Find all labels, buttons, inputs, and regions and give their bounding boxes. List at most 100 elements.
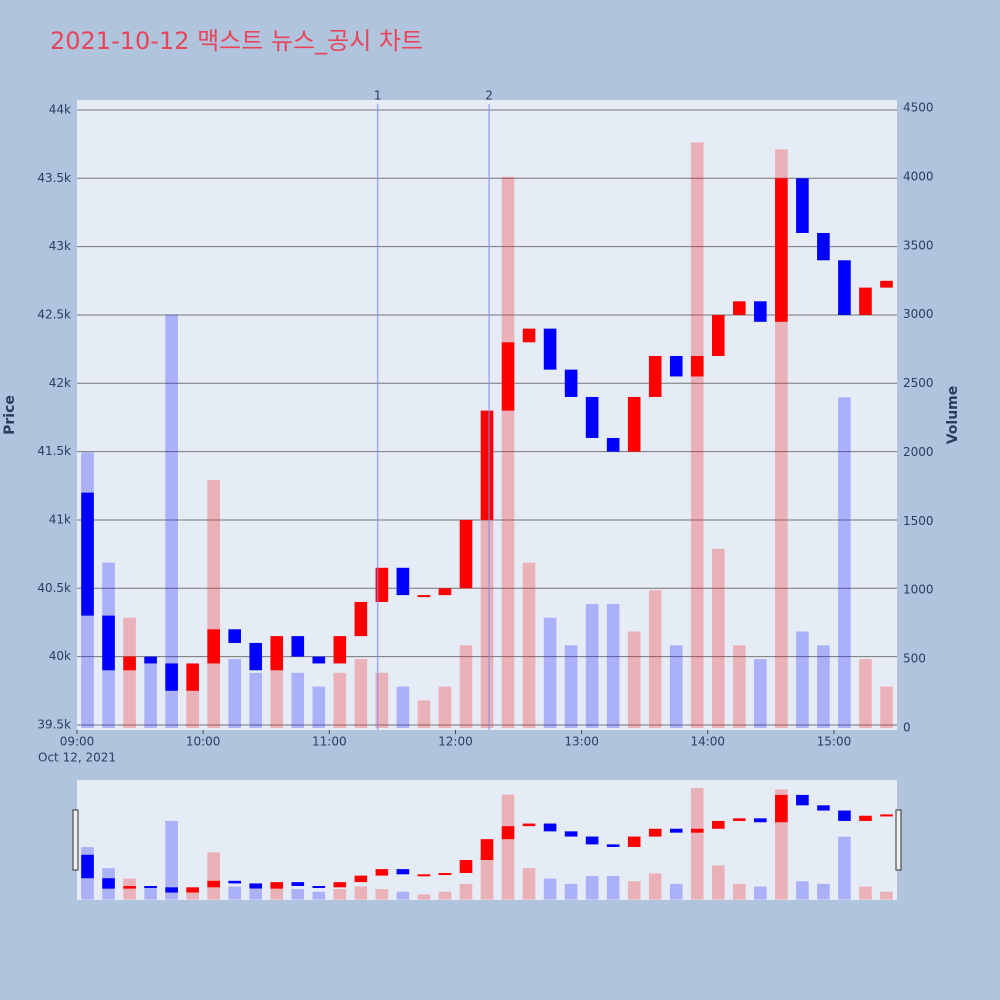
- volume-bar: [438, 686, 452, 728]
- slider-candle: [207, 880, 220, 888]
- y-tick-label: 40k: [49, 649, 71, 663]
- candle-body: [102, 615, 115, 671]
- slider-volume-bar: [754, 886, 767, 900]
- candle-body: [775, 178, 788, 322]
- candle-body: [480, 410, 494, 520]
- volume-bar: [396, 686, 410, 728]
- slider-volume-bar: [333, 889, 347, 900]
- volume-bar: [417, 700, 431, 728]
- slider-candle: [838, 810, 851, 821]
- slider-candle: [249, 883, 263, 889]
- slider-candle: [165, 887, 178, 893]
- y2-tick-label: 1500: [903, 514, 934, 528]
- slider-volume-bar: [249, 889, 263, 900]
- candle-body: [838, 260, 851, 315]
- slider-candle: [585, 836, 599, 845]
- x-date-label: Oct 12, 2021: [38, 751, 116, 765]
- slider-handle[interactable]: [72, 809, 79, 871]
- candle-body: [606, 437, 620, 452]
- volume-bar: [690, 142, 704, 728]
- x-tick-label: 13:00: [564, 735, 599, 749]
- slider-handle[interactable]: [895, 809, 902, 871]
- y-tick-label: 42k: [49, 376, 71, 390]
- volume-bar: [165, 314, 178, 728]
- annotation-label: 2: [485, 89, 493, 103]
- slider-volume-bar: [859, 886, 872, 900]
- slider-candle: [775, 794, 788, 823]
- y-tick-label: 43.5k: [37, 171, 71, 185]
- volume-bar: [312, 686, 326, 728]
- candle-body: [291, 636, 305, 657]
- slider-volume-bar: [522, 868, 536, 900]
- y-tick-label: 43k: [49, 239, 71, 253]
- slider-volume-bar: [459, 883, 473, 900]
- slider-volume-bar: [291, 889, 305, 900]
- slider-candle: [228, 880, 241, 884]
- candle-body: [585, 396, 599, 438]
- volume-bar: [627, 631, 641, 728]
- slider-candle: [270, 882, 284, 889]
- candle-body: [438, 588, 452, 596]
- volume-bar: [838, 397, 851, 728]
- candle-body: [669, 355, 683, 377]
- slider-candle: [186, 887, 199, 893]
- slider-candle: [690, 828, 704, 833]
- slider-volume-bar: [817, 883, 830, 900]
- slider-volume-bar: [585, 875, 599, 900]
- slider-volume-bar: [354, 886, 368, 900]
- slider-candle: [796, 794, 809, 806]
- volume-bar: [228, 659, 241, 728]
- candle-body: [733, 301, 746, 315]
- candle-body: [186, 663, 199, 691]
- slider-candle: [669, 828, 683, 833]
- candle-body: [690, 355, 704, 377]
- volume-bar: [564, 645, 578, 728]
- slider-candle: [754, 818, 767, 823]
- x-tick-label: 12:00: [438, 735, 473, 749]
- slider-candle: [501, 826, 515, 840]
- y-axis-title: Price: [2, 395, 18, 435]
- candle-body: [501, 342, 515, 411]
- y2-tick-label: 1000: [903, 583, 934, 597]
- candle-body: [270, 636, 284, 671]
- volume-bar: [669, 645, 683, 728]
- slider-volume-bar: [228, 886, 241, 900]
- slider-volume-bar: [501, 794, 515, 900]
- candle-body: [880, 280, 893, 288]
- slider-candle: [817, 805, 830, 811]
- candle-body: [459, 519, 473, 589]
- candle-body: [396, 567, 410, 596]
- slider-candle: [291, 882, 305, 887]
- slider-candle: [606, 844, 620, 847]
- y-tick-label: 44k: [49, 102, 71, 116]
- slider-volume-bar: [186, 891, 199, 900]
- candle-body: [754, 301, 767, 322]
- slider-candle: [438, 873, 452, 876]
- slider-volume-bar: [375, 889, 389, 900]
- volume-bar: [249, 672, 263, 728]
- y-tick-label: 42.5k: [37, 307, 71, 321]
- volume-bar: [585, 603, 599, 728]
- slider-volume-bar: [144, 886, 157, 900]
- volume-bar: [522, 562, 536, 728]
- slider-candle: [648, 828, 662, 837]
- slider-volume-bar: [796, 881, 809, 900]
- y2-tick-label: 0: [903, 720, 911, 734]
- slider-volume-bar: [207, 852, 220, 900]
- candle-body: [796, 178, 809, 233]
- volume-bar: [796, 631, 809, 728]
- slider-volume-bar: [312, 891, 326, 900]
- slider-volume-bar: [564, 883, 578, 900]
- slider-candle: [354, 875, 368, 883]
- slider-volume-bar: [606, 875, 620, 900]
- slider-volume-bar: [711, 865, 725, 900]
- slider-candle: [627, 836, 641, 847]
- y-tick-label: 41.5k: [37, 444, 71, 458]
- slider-volume-bar: [669, 883, 683, 900]
- slider-candle: [417, 874, 431, 877]
- candle-body: [144, 656, 157, 664]
- chart-title: 2021-10-12 맥스트 뉴스_공시 차트: [50, 27, 423, 55]
- slider-candle: [333, 882, 347, 888]
- candle-body: [375, 567, 389, 602]
- candle-body: [543, 328, 557, 370]
